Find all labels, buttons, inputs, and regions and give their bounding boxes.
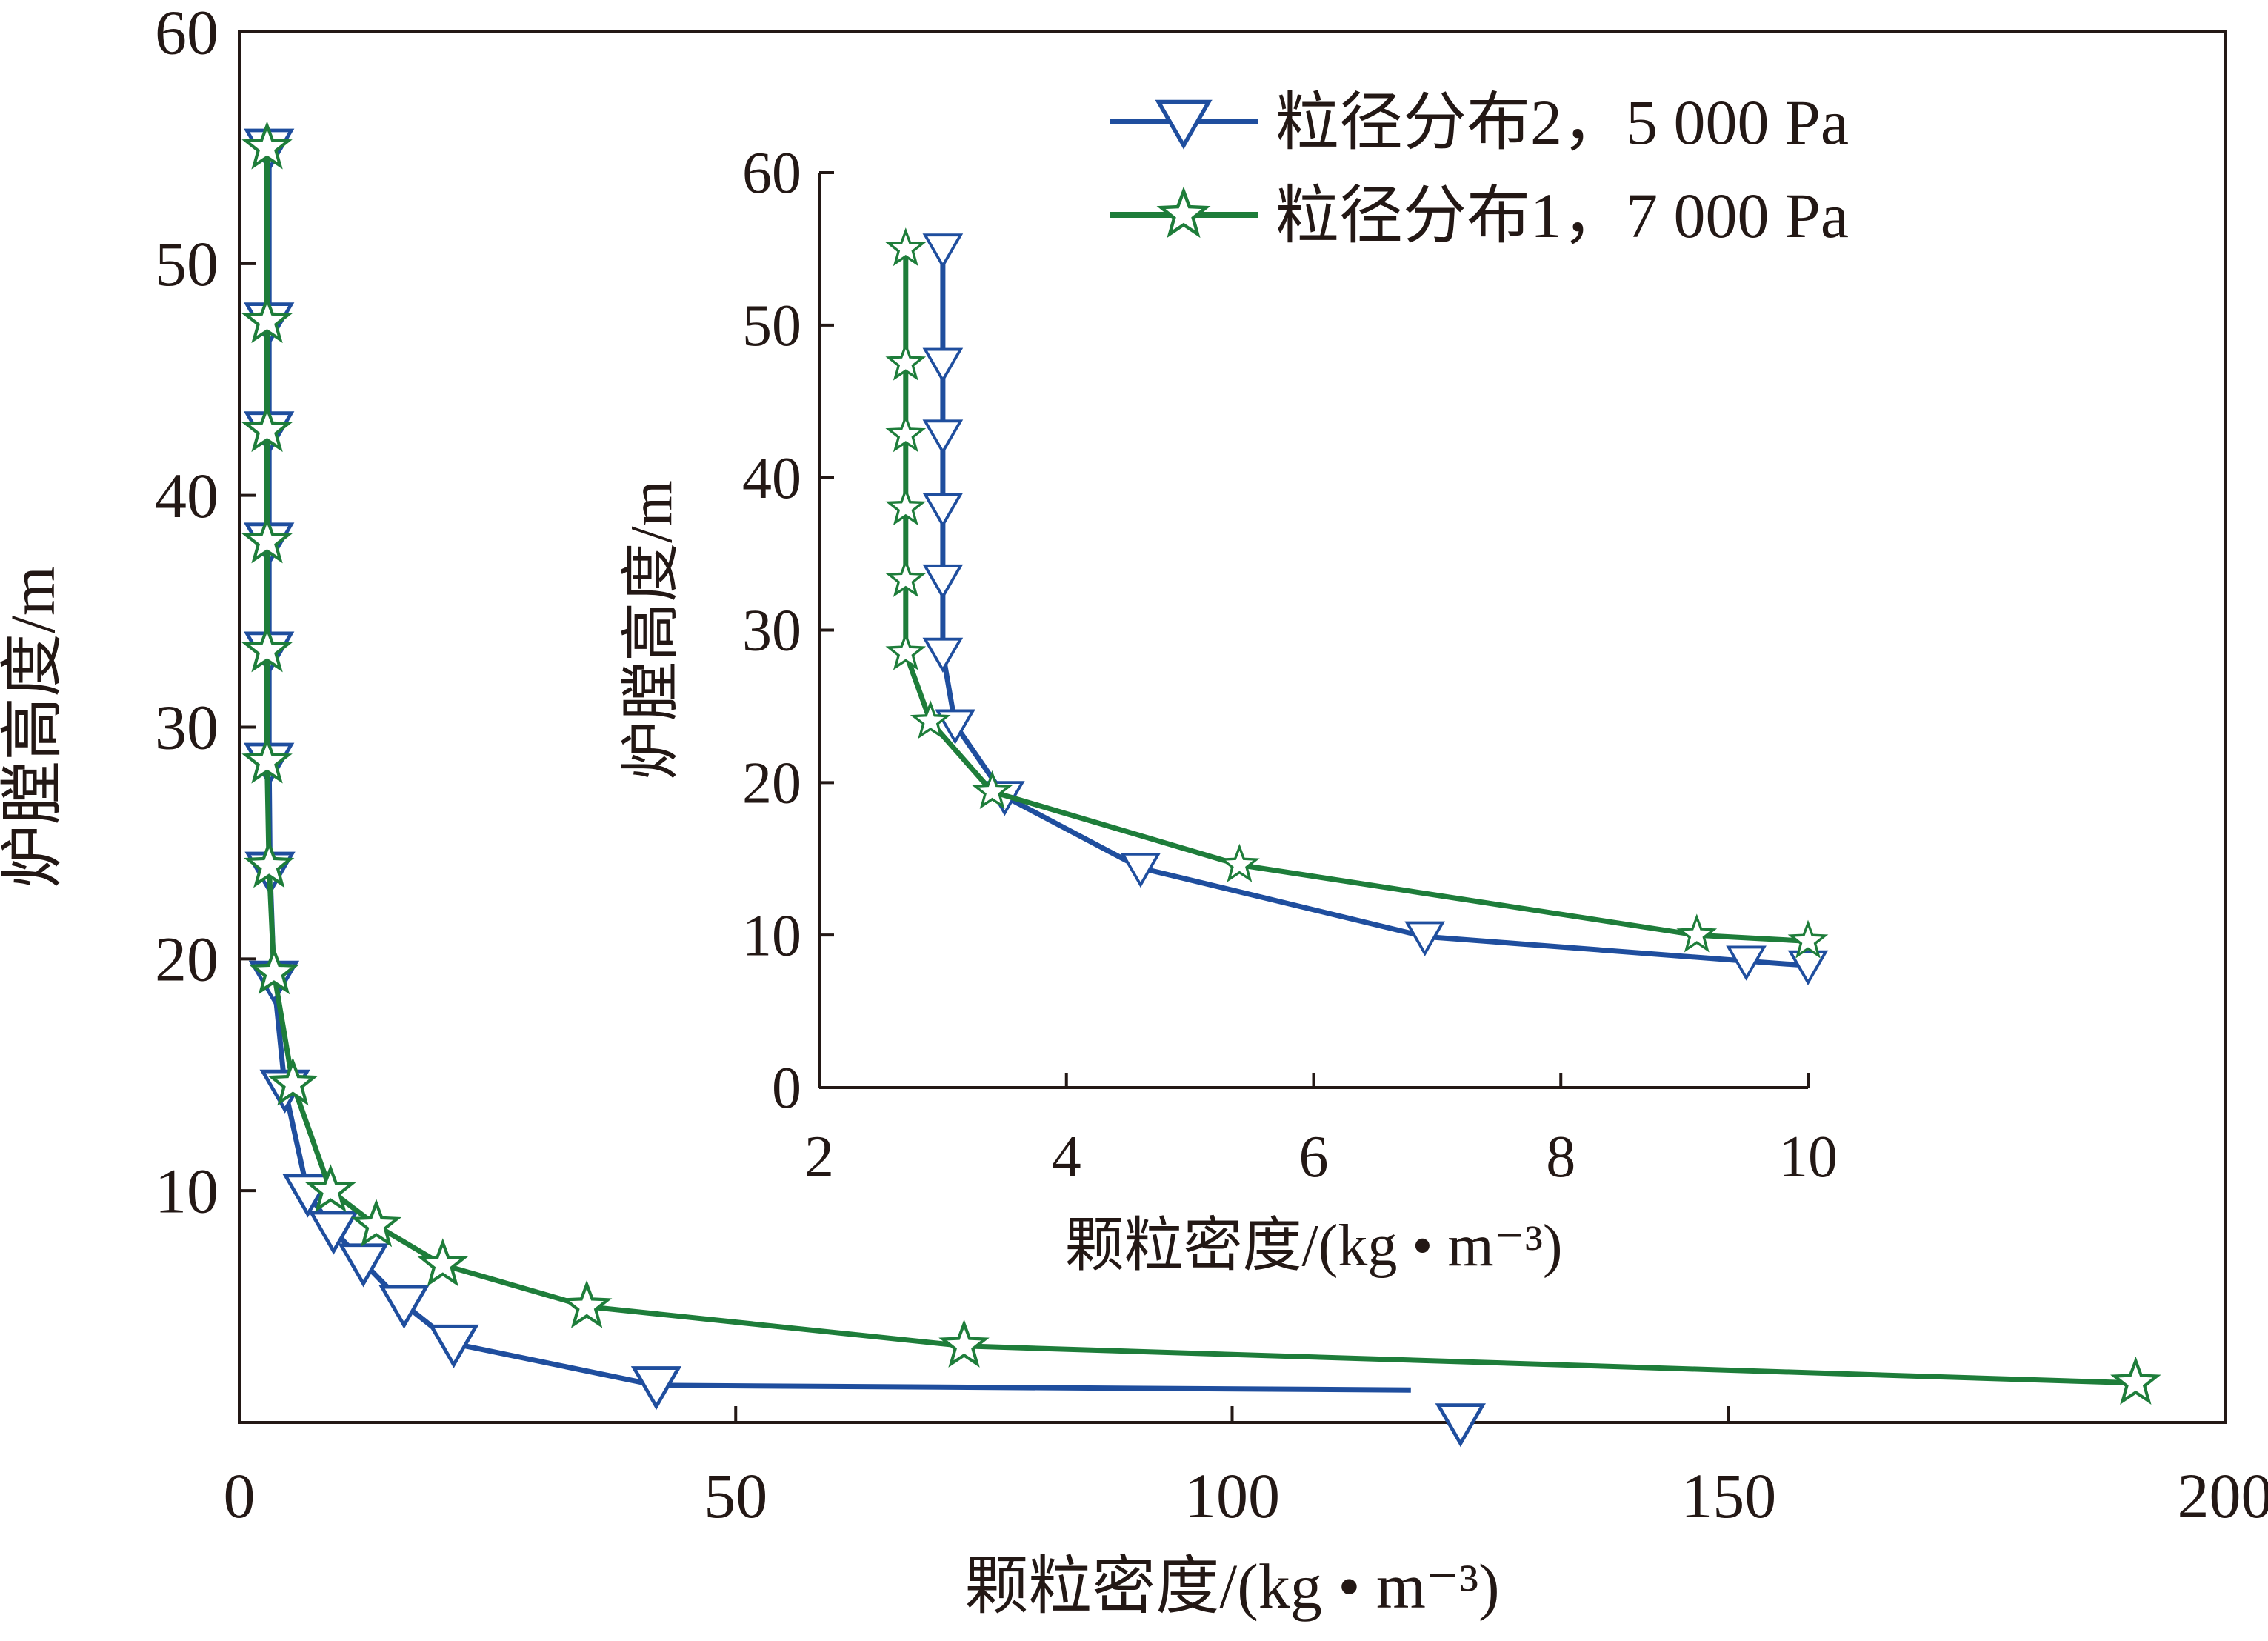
legend-label: 粒径分布1，7 000 Pa [1275, 180, 1849, 251]
inset-y-tick-label: 10 [742, 903, 801, 968]
main-series-1-line [266, 147, 1411, 1393]
main-series-2-point [417, 1238, 468, 1287]
inset-series-2-point [910, 700, 951, 739]
main-series-2-point [561, 1279, 613, 1328]
legend-label: 粒径分布2，5 000 Pa [1275, 87, 1849, 158]
main-series-1-point [378, 1285, 430, 1329]
inset-series-2-point [885, 486, 927, 526]
legend-item-2: 粒径分布1，7 000 Pa [1110, 180, 1849, 251]
main-series-2-point [241, 295, 293, 344]
main-series-2-point [241, 404, 293, 453]
main-series-2-point [938, 1319, 990, 1368]
inset-x-tick-label: 2 [804, 1125, 834, 1190]
inset-y-tick-label: 40 [742, 446, 801, 511]
inset-y-tick-label: 50 [742, 293, 801, 359]
main-x-tick-label: 0 [224, 1460, 256, 1531]
main-series-2-point [241, 121, 293, 170]
inset-series-1-point [922, 347, 964, 383]
main-series-1-point [428, 1324, 479, 1368]
inset-series-2-point [972, 770, 1013, 809]
inset-y-tick-label: 0 [772, 1056, 801, 1121]
main-y-tick-label: 10 [155, 1155, 219, 1226]
inset-x-axis-title: 颗粒密度/(kg • m⁻³) [1065, 1214, 1563, 1279]
inset-series-1-point [1120, 852, 1161, 888]
main-y-axis-title: 炉膛高度/m [0, 566, 68, 888]
main-y-tick-label: 60 [155, 0, 219, 67]
main-x-tick-label: 50 [704, 1460, 767, 1531]
inset-x-tick-label: 4 [1052, 1125, 1081, 1190]
inset-y-tick-label: 60 [742, 141, 801, 206]
inset-series-1-point [922, 637, 964, 673]
inset-x-tick-label: 6 [1299, 1125, 1329, 1190]
inset-series-1-point [922, 493, 964, 528]
main-series-2-point [244, 839, 295, 888]
inset-y-tick-label: 30 [742, 599, 801, 664]
inset-series-2-point [885, 227, 927, 267]
main-series-2 [241, 121, 2161, 1405]
main-x-tick-label: 100 [1184, 1460, 1280, 1531]
legend-swatch-marker [1156, 186, 1211, 239]
main-series-2-line [264, 147, 2136, 1386]
inset-plot: 2 4 6 8 10 0 10 20 30 40 50 60 颗粒密度/(kg • m⁻³) 炉膛高度/m [619, 141, 1838, 1279]
inset-y-axis-title: 炉膛高度/m [619, 480, 684, 779]
legend-item-1: 粒径分布2，5 000 Pa [1110, 87, 1849, 158]
main-x-tick-label: 200 [2178, 1460, 2268, 1531]
inset-x-tick-label: 8 [1546, 1125, 1575, 1190]
main-series-1-point [630, 1366, 682, 1411]
legend: 粒径分布2，5 000 Pa 粒径分布1，7 000 Pa [1110, 87, 1849, 251]
inset-y-tick-label: 20 [742, 751, 801, 816]
main-series-2-point [2110, 1356, 2161, 1405]
inset-series-2-point [1676, 913, 1718, 953]
inset-series-2-line [903, 248, 1809, 944]
inset-series-1-point [1404, 921, 1446, 956]
main-series-2-point [248, 946, 300, 995]
inset-series-1-point [922, 233, 964, 269]
main-x-axis-title: 颗粒密度/(kg • m⁻³) [964, 1551, 1499, 1622]
main-series-1-point [1435, 1403, 1486, 1448]
main-x-tick-label: 150 [1681, 1460, 1776, 1531]
main-y-tick-label: 30 [155, 692, 219, 763]
main-series-2-point [305, 1164, 356, 1213]
main-series-2-point [350, 1199, 402, 1248]
inset-series-1 [922, 233, 1829, 985]
main-series-1-point [308, 1211, 359, 1255]
main-series-2-point [241, 735, 293, 784]
inset-series-1-point [922, 419, 964, 455]
inset-series-1-point [1726, 945, 1767, 981]
main-series-2-point [241, 624, 293, 673]
inset-series-2-point [885, 413, 927, 453]
inset-series-2-point [1787, 919, 1829, 959]
main-y-tick-label: 20 [155, 924, 219, 995]
inset-series-2 [885, 227, 1829, 959]
inset-series-1-point [1787, 950, 1829, 985]
inset-series-2-point [1218, 843, 1260, 882]
inset-series-1-line [940, 248, 1809, 968]
main-y-tick-label: 40 [155, 460, 219, 531]
legend-swatch-marker [1155, 99, 1213, 150]
main-y-tick-label: 50 [155, 228, 219, 299]
main-series-2-point [241, 515, 293, 564]
inset-x-tick-label: 10 [1778, 1125, 1838, 1190]
inset-series-2-point [885, 631, 927, 670]
main-series-2-point [267, 1057, 318, 1106]
inset-series-1-point [922, 564, 964, 600]
inset-series-2-point [885, 342, 927, 381]
inset-series-2-point [885, 558, 927, 597]
